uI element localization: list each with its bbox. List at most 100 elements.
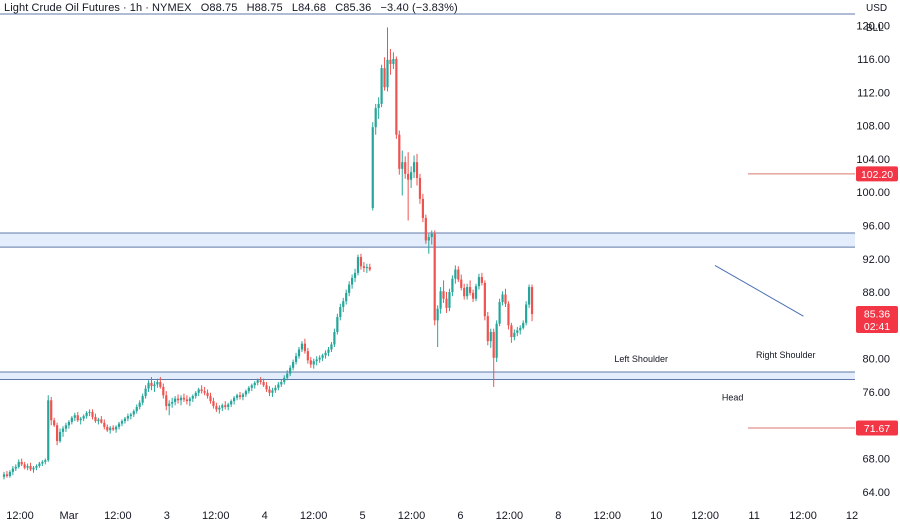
candle (348, 281, 351, 297)
candle (109, 426, 112, 434)
time-tick-label: 12:00 (789, 510, 817, 521)
candle (176, 394, 180, 404)
annotation-label: Head (722, 392, 744, 402)
candle-body (32, 467, 35, 470)
separator-dot: · (123, 2, 127, 14)
candle-body (510, 325, 513, 338)
candle (356, 254, 360, 276)
candle-body (150, 382, 153, 387)
candle-body (17, 461, 20, 467)
candle-body (162, 386, 165, 396)
candle (20, 458, 23, 467)
candle-body (410, 172, 413, 180)
candle (70, 416, 73, 425)
candle-body (188, 398, 191, 402)
open-value: O88.75 (200, 2, 238, 14)
resistance-zone (0, 232, 855, 248)
candle-body (407, 173, 410, 180)
candle (339, 303, 342, 321)
candle-body (300, 343, 304, 350)
candle (38, 461, 41, 468)
candle-body (327, 349, 330, 353)
candle (410, 166, 413, 188)
candle-body (389, 59, 392, 64)
candle-body (168, 403, 171, 407)
candle (342, 297, 345, 313)
candle-body (230, 401, 233, 405)
candle-body (61, 428, 65, 432)
candle-body (265, 385, 268, 390)
annotation-label: Right Shoulder (756, 350, 816, 360)
candle-body (262, 381, 265, 386)
symbol-legend[interactable]: Light Crude Oil Futures · 1h · NYMEX O88.75 … (4, 2, 458, 14)
candle (227, 402, 230, 411)
candle-body (29, 466, 32, 470)
candle-body (324, 352, 327, 356)
candle (448, 288, 451, 312)
time-tick-label: 12:00 (594, 510, 622, 521)
interval-label[interactable]: 1h (129, 2, 143, 14)
price-tick-label: 64.00 (862, 487, 890, 499)
candle (209, 392, 212, 404)
candle-body (516, 330, 519, 333)
candle (351, 274, 354, 289)
candle (489, 328, 492, 348)
candle-body (277, 384, 280, 388)
candle-body (79, 418, 82, 421)
candle (513, 329, 516, 341)
candle (365, 263, 368, 273)
candle-body (224, 405, 227, 407)
candle-body (235, 395, 239, 398)
candle (100, 416, 103, 424)
candle (132, 409, 135, 417)
candle-body (14, 466, 17, 469)
candle (430, 230, 433, 245)
candle (424, 214, 427, 244)
symbol-name[interactable]: Light Crude Oil Futures (4, 2, 121, 14)
candle (165, 391, 168, 411)
unit-label[interactable]: BLL (866, 23, 884, 34)
candle-body (20, 461, 23, 465)
time-tick-label: 12:00 (398, 510, 426, 521)
currency-label[interactable]: USD (866, 3, 888, 14)
candle-body (430, 233, 433, 238)
candle (35, 464, 38, 471)
candle (244, 389, 247, 397)
candle-body (103, 422, 106, 427)
candle-body (115, 426, 118, 430)
candle (67, 420, 70, 429)
separator-dot: · (145, 2, 149, 14)
candle (445, 292, 448, 313)
candle-body (522, 322, 525, 328)
candle (389, 48, 392, 75)
candle (383, 57, 386, 91)
candle (477, 273, 481, 290)
candle (507, 301, 510, 330)
candle (56, 422, 59, 446)
candle-body (336, 317, 339, 333)
candle (144, 385, 147, 399)
candle-body (348, 284, 351, 293)
price-tick-label: 116.00 (857, 54, 890, 66)
time-axis[interactable]: 12:00 Mar 12:00 3 12:00 4 12:00 5 12:00 6 12:00 8 12… (6, 510, 858, 521)
candle-body (377, 103, 380, 109)
candle-body (401, 162, 404, 169)
time-tick-label: 10 (650, 510, 662, 521)
candle-body (442, 291, 445, 299)
candle (318, 355, 321, 363)
candle-body (129, 414, 132, 417)
candle-body (106, 426, 109, 431)
candle-body (492, 332, 495, 358)
candle-body (486, 316, 489, 342)
candle-body (11, 468, 14, 472)
candle (297, 346, 301, 359)
candle (309, 356, 312, 368)
candle (530, 284, 534, 322)
candle-body (156, 381, 159, 385)
candle (262, 378, 265, 387)
candle (120, 419, 124, 427)
candle-body (333, 332, 336, 345)
candle-body (91, 411, 94, 417)
current-price-text: 85.36 (864, 309, 890, 321)
